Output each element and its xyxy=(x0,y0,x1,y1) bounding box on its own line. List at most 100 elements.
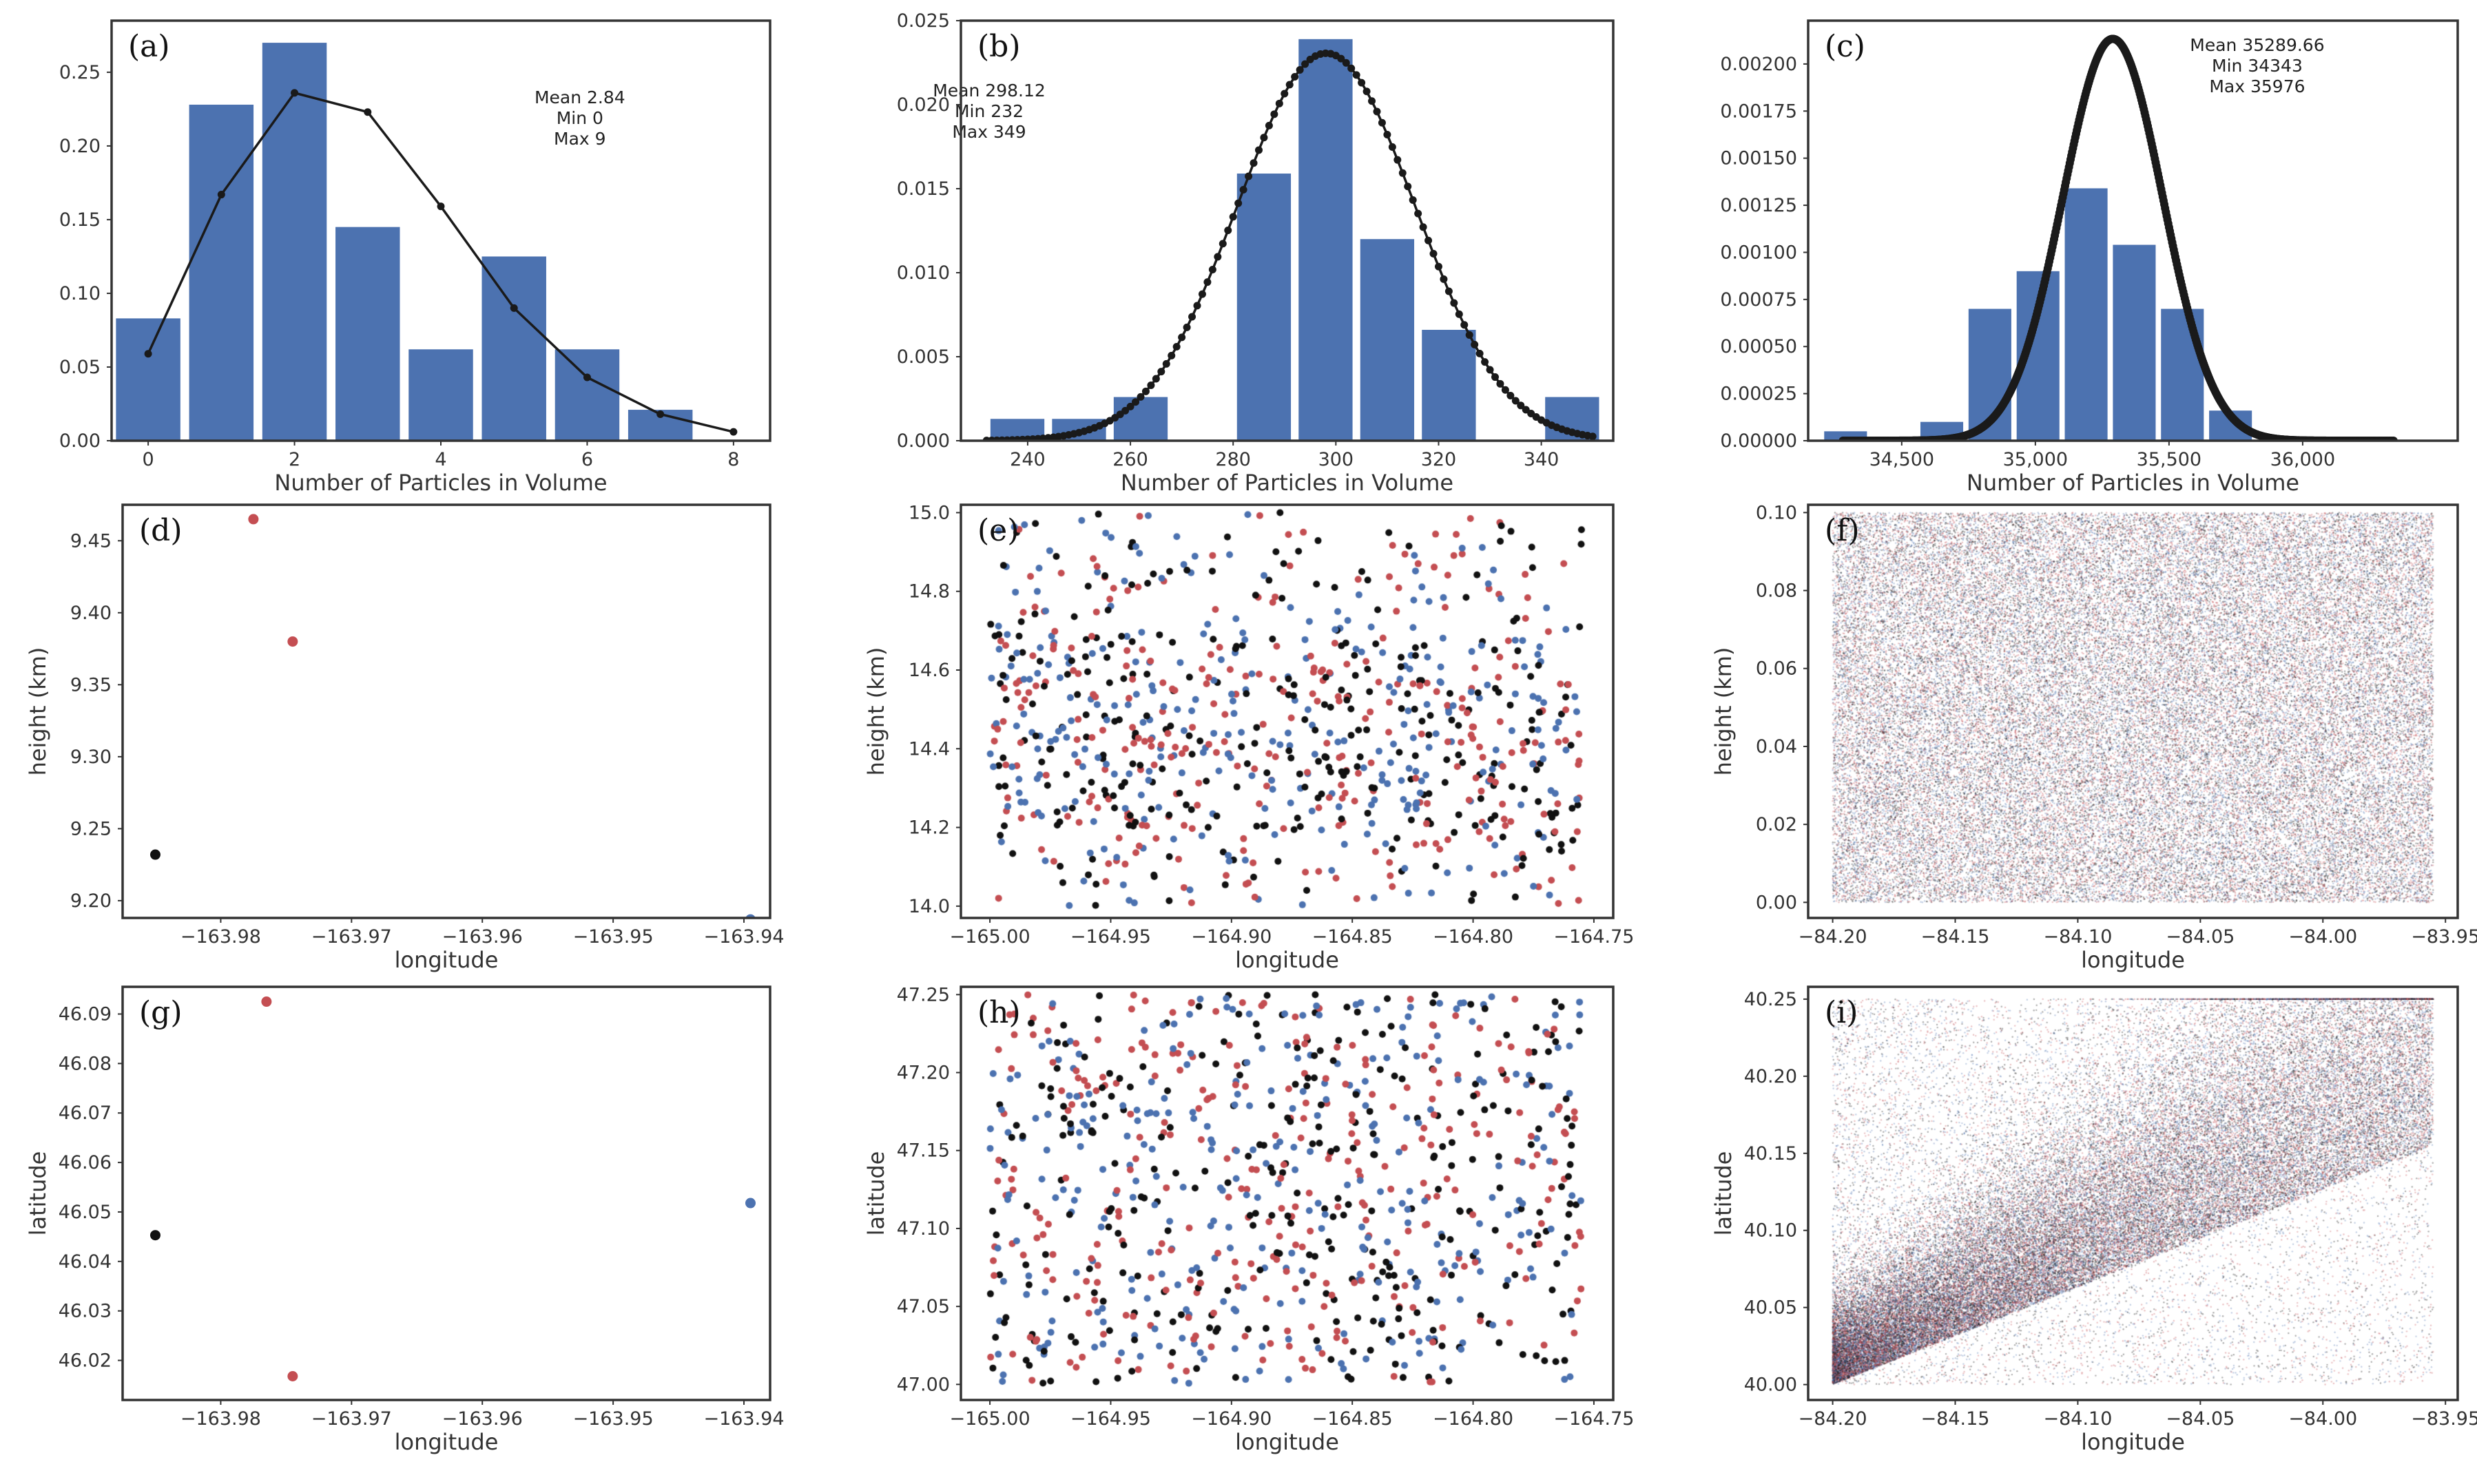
y-tick-label: 0.10 xyxy=(1756,502,1797,523)
y-tick-label: 40.05 xyxy=(1744,1297,1797,1319)
y-tick-label: 47.15 xyxy=(897,1140,950,1162)
curve-marker xyxy=(1270,110,1278,118)
x-tick-label: −163.95 xyxy=(573,1408,654,1430)
y-tick-label: 0.00075 xyxy=(1720,289,1797,311)
y-tick-label: 0.00025 xyxy=(1720,384,1797,405)
curve-marker xyxy=(1434,262,1442,271)
curve-marker xyxy=(1475,349,1484,357)
y-tick-label: 47.20 xyxy=(897,1063,950,1084)
y-tick-label: 0.04 xyxy=(1756,736,1797,757)
x-tick-label: −84.00 xyxy=(2288,1408,2357,1430)
bar xyxy=(555,349,620,441)
y-tick-label: 14.8 xyxy=(909,581,950,603)
y-tick-label: 0.00175 xyxy=(1720,101,1797,122)
y-tick-label: 0.00100 xyxy=(1720,242,1797,263)
curve-marker xyxy=(1409,196,1417,204)
plot-area xyxy=(149,996,756,1382)
panel-i: −84.20 −84.15 −84.10 −84.05 −84.00 −83.95 40.0… xyxy=(1710,985,2477,1455)
curve-marker xyxy=(1152,375,1160,383)
x-tick-label: −163.95 xyxy=(573,926,654,948)
curve-marker xyxy=(583,373,591,382)
scatter-point xyxy=(149,849,160,860)
y-tick-label: 0.00000 xyxy=(1720,430,1797,452)
stats-line: Mean 2.84 xyxy=(535,87,625,107)
curve-marker xyxy=(1224,226,1232,234)
y-axis-label: latitude xyxy=(863,1151,889,1236)
x-tick-label: −163.97 xyxy=(311,1408,392,1430)
bar xyxy=(481,256,546,441)
x-axis-label: longitude xyxy=(395,1429,499,1455)
stats-line: Min 232 xyxy=(955,101,1024,121)
plot-area xyxy=(1808,987,2458,1400)
curve-markers xyxy=(982,49,1597,441)
x-axis-ticks: −84.20 −84.15 −84.10 −84.05 −84.00 −83.95 xyxy=(1799,1400,2477,1430)
y-tick-label: 0.000 xyxy=(897,430,950,452)
curve-marker xyxy=(1121,406,1130,415)
y-tick-label: 9.30 xyxy=(70,746,112,768)
panel-d: −163.98 −163.97 −163.96 −163.95 −163.949.209… xyxy=(25,503,785,973)
x-tick-label: −84.10 xyxy=(2043,926,2112,948)
y-tick-label: 0.00050 xyxy=(1720,336,1797,357)
x-tick-label: 260 xyxy=(1112,449,1148,470)
y-tick-label: 14.2 xyxy=(909,817,950,839)
x-tick-label: 320 xyxy=(1421,449,1457,470)
y-tick-label: 0.025 xyxy=(897,10,950,32)
scatter-point xyxy=(745,914,756,918)
y-tick-label: 0.020 xyxy=(897,94,950,116)
x-tick-label: −164.75 xyxy=(1553,1408,1634,1430)
bar xyxy=(1236,174,1292,441)
x-tick-label: −164.85 xyxy=(1312,1408,1393,1430)
curve-marker xyxy=(1188,313,1196,321)
curve-marker xyxy=(1168,351,1176,359)
x-tick-label: 6 xyxy=(581,449,593,470)
x-tick-label: −163.96 xyxy=(442,926,523,948)
y-tick-label: 0.015 xyxy=(897,178,950,200)
curve-marker xyxy=(1157,368,1165,376)
bar xyxy=(2113,244,2156,441)
curve-marker xyxy=(1265,121,1273,129)
scatter-point xyxy=(149,1230,160,1241)
x-tick-label: 2 xyxy=(289,449,300,470)
axes-frame xyxy=(960,985,1615,1401)
x-tick-label: −84.05 xyxy=(2166,926,2235,948)
x-tick-label: −163.96 xyxy=(442,1408,523,1430)
stats-line: Min 34343 xyxy=(2212,56,2303,76)
x-axis-ticks: −163.98 −163.97 −163.96 −163.95 −163.94 xyxy=(180,1400,785,1430)
x-axis-label: longitude xyxy=(1235,1429,1339,1455)
curve-marker xyxy=(1455,310,1463,318)
x-tick-label: −164.80 xyxy=(1433,1408,1513,1430)
y-tick-label: 0.00 xyxy=(59,430,101,452)
curve-marker xyxy=(1404,182,1412,191)
x-axis-ticks: 34,500 35,000 35,500 36,000 xyxy=(1869,441,2335,470)
curve-marker xyxy=(1419,223,1427,231)
curve-markers xyxy=(144,89,738,436)
x-tick-label: −164.90 xyxy=(1191,926,1272,948)
curve-marker xyxy=(1214,253,1222,261)
y-axis-ticks: 9.20 9.25 9.30 9.35 9.40 9.45 xyxy=(70,530,123,912)
scatter-point xyxy=(287,1371,298,1382)
axes-frame xyxy=(1807,503,2459,919)
y-tick-label: 0.05 xyxy=(59,357,101,378)
x-tick-label: −164.90 xyxy=(1191,1408,1272,1430)
y-axis-label: height (km) xyxy=(1710,647,1737,776)
y-axis-label: height (km) xyxy=(25,647,51,776)
curve-marker xyxy=(656,410,665,418)
bar xyxy=(1360,239,1415,441)
curve-marker xyxy=(1588,432,1597,441)
y-tick-label: 9.20 xyxy=(70,890,112,912)
curve-marker xyxy=(437,202,445,211)
y-tick-label: 46.03 xyxy=(59,1301,112,1322)
curve-marker xyxy=(1275,99,1283,107)
y-axis-label: latitude xyxy=(25,1151,51,1236)
curve-marker xyxy=(510,304,518,312)
plot-area xyxy=(982,39,1599,441)
curve-marker xyxy=(1517,401,1525,410)
x-tick-label: 35,000 xyxy=(2003,449,2068,470)
x-tick-label: −163.94 xyxy=(703,1408,784,1430)
curve-marker xyxy=(1424,236,1433,244)
plot-area xyxy=(1808,505,2458,918)
x-tick-label: 300 xyxy=(1318,449,1354,470)
axes-frame xyxy=(960,19,1615,442)
curve-marker xyxy=(1471,340,1479,348)
